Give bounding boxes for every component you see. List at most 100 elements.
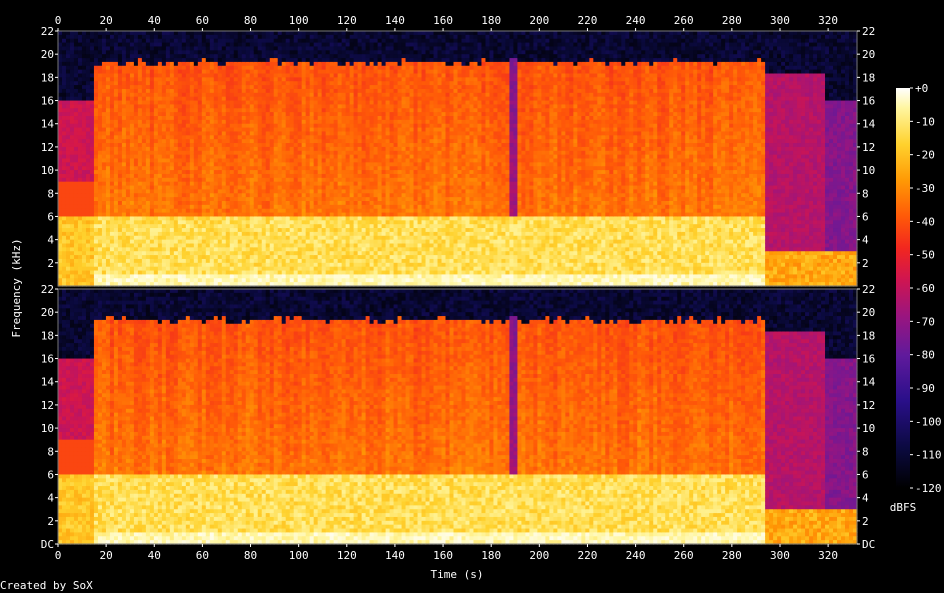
x-tick-label-top: 220 [578,14,598,27]
x-tick-label-top: 0 [55,14,62,27]
y-tick-label: 4 [47,234,54,247]
channel-2-spectrogram [58,289,858,545]
y-tick-label: 8 [47,445,54,458]
y-tick-label: 18 [41,329,54,342]
y-tick-label-right: 22 [862,25,875,38]
colorbar-tick-label: -60 [915,282,935,295]
y-tick-label-right: 20 [862,48,875,61]
colorbar-tick-label: -40 [915,215,935,228]
y-tick-label: 6 [47,210,54,223]
x-tick-label: 60 [196,549,209,562]
x-tick-label-top: 260 [674,14,694,27]
x-tick-label: 260 [674,549,694,562]
y-tick-label-right: 16 [862,353,875,366]
y-tick-label-right: 20 [862,306,875,319]
y-tick-label-right: 14 [862,118,876,131]
x-tick-label: 220 [578,549,598,562]
colorbar-tick-label: -30 [915,182,935,195]
y-tick-label-right: 6 [862,468,869,481]
channel-1-spectrogram [58,31,858,287]
y-tick-label: 8 [47,187,54,200]
x-tick-label: 40 [148,549,161,562]
y-tick-label: 4 [47,492,54,505]
colorbar-tick-label: -70 [915,315,935,328]
x-tick-label-top: 300 [770,14,790,27]
y-tick-label: 22 [41,25,54,38]
y-tick-label-right: 18 [862,71,875,84]
x-tick-label-top: 320 [818,14,838,27]
x-tick-label-top: 240 [626,14,646,27]
x-tick-label-top: 140 [385,14,405,27]
colorbar-tick-label: -90 [915,382,935,395]
x-tick-label: 280 [722,549,742,562]
x-tick-label: 140 [385,549,405,562]
colorbar-tick-label: -120 [915,482,942,495]
x-tick-label: 300 [770,549,790,562]
y-tick-label-right: 2 [862,515,869,528]
y-tick-label: 2 [47,515,54,528]
y-tick-label: 10 [41,422,54,435]
x-axis-label: Time (s) [431,568,484,581]
y-tick-label-right: 18 [862,329,875,342]
x-tick-label-top: 180 [481,14,501,27]
y-tick-label: 20 [41,48,54,61]
y-tick-label-right: 8 [862,187,869,200]
y-tick-label: 18 [41,71,54,84]
x-tick-label-top: 40 [148,14,161,27]
y-tick-label: 2 [47,257,54,270]
y-tick-label-right: 4 [862,492,869,505]
colorbar [896,88,910,488]
y-tick-label: 12 [41,399,54,412]
colorbar-tick-label: -50 [915,249,935,262]
colorbar-tick-label: -10 [915,115,935,128]
x-tick-label-top: 100 [289,14,309,27]
y-tick-label: DC [41,538,54,551]
x-tick-label-top: 80 [244,14,257,27]
y-tick-label-right: 12 [862,141,875,154]
y-tick-label: 22 [41,283,54,296]
x-tick-label-top: 200 [529,14,549,27]
x-tick-label: 160 [433,549,453,562]
y-tick-label: 10 [41,164,54,177]
x-tick-label-top: 120 [337,14,357,27]
y-tick-label: 16 [41,95,54,108]
x-tick-label-top: 280 [722,14,742,27]
y-tick-label-right: 8 [862,445,869,458]
x-tick-label: 240 [626,549,646,562]
x-tick-label: 120 [337,549,357,562]
y-tick-label-right: 14 [862,376,876,389]
y-tick-label: 20 [41,306,54,319]
y-tick-label: 6 [47,468,54,481]
colorbar-label: dBFS [890,501,917,514]
colorbar-tick-label: -100 [915,415,942,428]
colorbar-tick-label: +0 [915,82,928,95]
y-tick-label-right: 6 [862,210,869,223]
y-tick-label-right: DC [862,538,875,551]
x-tick-label-top: 60 [196,14,209,27]
colorbar-tick-label: -80 [915,349,935,362]
x-tick-label: 0 [55,549,62,562]
x-tick-label-top: 20 [100,14,113,27]
y-tick-label: 12 [41,141,54,154]
x-tick-label: 20 [100,549,113,562]
x-tick-label: 80 [244,549,257,562]
y-tick-label-right: 2 [862,257,869,270]
x-tick-label-top: 160 [433,14,453,27]
colorbar-tick-label: -20 [915,149,935,162]
y-tick-label: 14 [41,118,55,131]
x-tick-label: 320 [818,549,838,562]
y-tick-label-right: 4 [862,234,869,247]
y-tick-label: 16 [41,353,54,366]
colorbar-tick-label: -110 [915,449,942,462]
y-tick-label-right: 12 [862,399,875,412]
x-tick-label: 200 [529,549,549,562]
y-tick-label-right: 10 [862,164,875,177]
y-tick-label-right: 10 [862,422,875,435]
x-tick-label: 100 [289,549,309,562]
y-axis-label: Frequency (kHz) [10,238,23,337]
y-tick-label: 14 [41,376,55,389]
footer-credit: Created by SoX [0,579,93,592]
y-tick-label-right: 16 [862,95,875,108]
x-tick-label: 180 [481,549,501,562]
